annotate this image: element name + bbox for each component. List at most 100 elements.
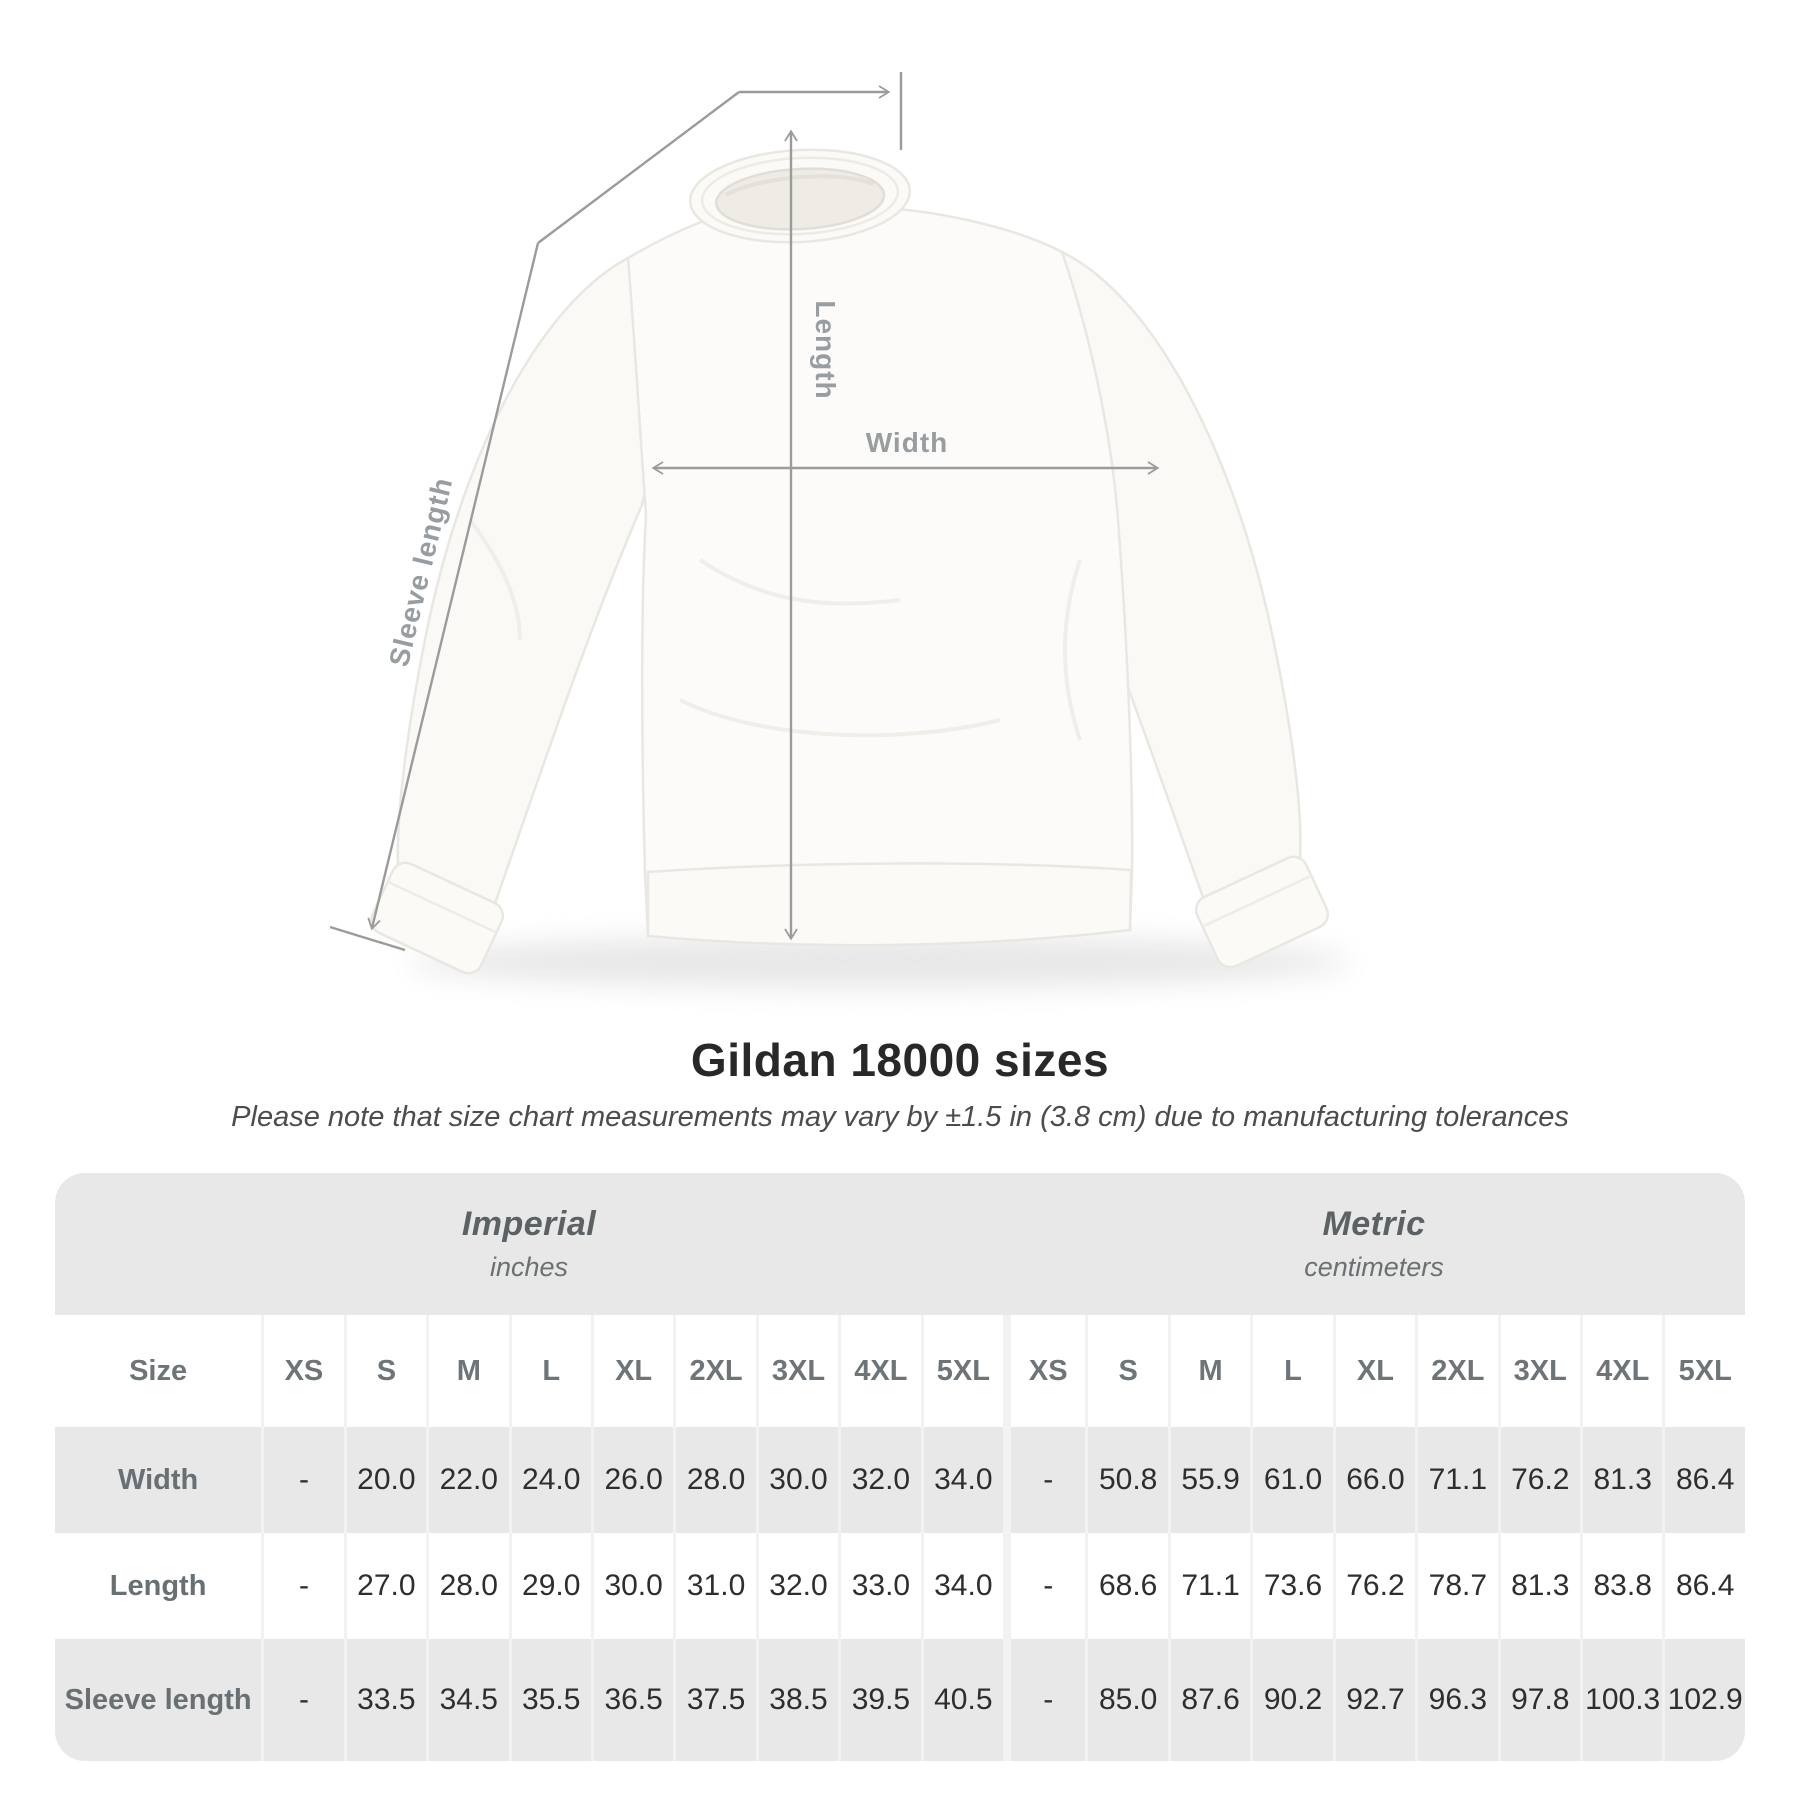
size-header-row: Size XS S M L XL 2XL 3XL 4XL 5XL XS S M L XL 2XL 3XL 4XL… [55,1315,1745,1427]
value-cell: 66.0 [1332,1427,1416,1533]
row-label: Width [55,1427,262,1533]
size-col-imperial-5xl: 5XL [920,1315,1004,1427]
size-col-metric-2xl: 2XL [1415,1315,1498,1427]
value-cell: 20.0 [343,1427,427,1533]
size-col-imperial-xl: XL [590,1315,674,1427]
value-cell: 40.5 [920,1639,1004,1761]
value-cell: 102.9 [1662,1639,1745,1761]
value-cell: 81.3 [1497,1533,1580,1639]
value-cell: 90.2 [1250,1639,1333,1761]
value-cell: 85.0 [1085,1639,1168,1761]
value-cell: 100.3 [1579,1639,1663,1761]
garment-shadow [410,936,1350,988]
value-cell: 26.0 [590,1427,674,1533]
hem-band [646,862,1133,947]
sleeve-diagonal-line [537,91,740,244]
table-row-width: Width -20.0 22.0 24.0 26.0 28.0 30.0 32.0 34.0-5… [55,1427,1745,1533]
value-cell: 55.9 [1167,1427,1251,1533]
value-cell: 32.0 [838,1427,921,1533]
size-col-metric-xs: XS [1003,1315,1086,1427]
value-cell: 39.5 [838,1639,921,1761]
value-cell: 31.0 [673,1533,756,1639]
value-cell: 35.5 [508,1639,591,1761]
metric-group-unit: centimeters [1304,1252,1444,1282]
value-cell: 83.8 [1579,1533,1663,1639]
unit-group-row: Imperial inches Metric centimeters [55,1173,1745,1315]
size-col-metric-l: L [1250,1315,1333,1427]
size-col-imperial-xs: XS [261,1315,344,1427]
value-cell: 73.6 [1250,1533,1333,1639]
left-sleeve [396,256,657,914]
value-cell: 86.4 [1662,1533,1745,1639]
size-col-imperial-l: L [508,1315,591,1427]
value-cell: 33.0 [838,1533,921,1639]
value-cell: - [1003,1639,1086,1761]
value-cell: 34.0 [920,1427,1004,1533]
torso [626,206,1134,947]
size-table-wrap: Imperial inches Metric centimeters Size … [55,1173,1745,1761]
collar [688,148,912,244]
value-cell: 97.8 [1497,1639,1580,1761]
length-dimension-label: Length [810,300,841,399]
value-cell: 28.0 [426,1533,509,1639]
value-cell: 92.7 [1332,1639,1416,1761]
value-cell: 28.0 [673,1427,756,1533]
value-cell: 29.0 [508,1533,591,1639]
size-col-imperial-m: M [426,1315,509,1427]
value-cell: - [1003,1533,1086,1639]
imperial-group-header: Imperial inches [55,1173,1004,1315]
sweatshirt-illustration [369,148,1330,975]
size-header-cell: Size [55,1315,262,1427]
value-cell: 30.0 [590,1533,674,1639]
sweatshirt-diagram-svg: Length Width Sleeve length [329,72,1350,988]
value-cell: 61.0 [1250,1427,1333,1533]
size-col-metric-3xl: 3XL [1497,1315,1580,1427]
size-col-metric-m: M [1167,1315,1251,1427]
value-cell: - [261,1427,344,1533]
value-cell: 87.6 [1167,1639,1251,1761]
size-col-imperial-4xl: 4XL [838,1315,921,1427]
value-cell: 30.0 [755,1427,839,1533]
size-col-imperial-3xl: 3XL [755,1315,839,1427]
value-cell: 50.8 [1085,1427,1168,1533]
title-block: Gildan 18000 sizes Please note that size… [0,1033,1800,1135]
metric-group-name: Metric [1322,1205,1426,1243]
table-row-length: Length -27.0 28.0 29.0 30.0 31.0 32.0 33.0 34.0-… [55,1533,1745,1639]
value-cell: 27.0 [343,1533,427,1639]
size-col-metric-5xl: 5XL [1662,1315,1745,1427]
size-table: Imperial inches Metric centimeters Size … [55,1173,1745,1761]
tolerance-note: Please note that size chart measurements… [231,1101,1569,1133]
sweatshirt-diagram: Length Width Sleeve length [329,72,1350,988]
value-cell: 34.5 [426,1639,509,1761]
value-cell: - [261,1639,344,1761]
value-cell: 76.2 [1497,1427,1580,1533]
imperial-group-name: Imperial [461,1205,597,1243]
value-cell: 71.1 [1415,1427,1498,1533]
metric-group-header: Metric centimeters [1003,1173,1745,1315]
row-label: Length [55,1533,262,1639]
value-cell: 22.0 [426,1427,509,1533]
table-row-sleeve-length: Sleeve length -33.5 34.5 35.5 36.5 37.5 38.5 39… [55,1639,1745,1761]
size-col-metric-4xl: 4XL [1579,1315,1663,1427]
value-cell: 81.3 [1579,1427,1663,1533]
size-col-metric-xl: XL [1332,1315,1416,1427]
width-dimension-label: Width [866,427,949,458]
value-cell: 37.5 [673,1639,756,1761]
value-cell: 36.5 [590,1639,674,1761]
value-cell: - [261,1533,344,1639]
size-col-imperial-s: S [343,1315,427,1427]
value-cell: 76.2 [1332,1533,1416,1639]
row-label: Sleeve length [55,1639,262,1761]
value-cell: 32.0 [755,1533,839,1639]
value-cell: 86.4 [1662,1427,1745,1533]
value-cell: 78.7 [1415,1533,1498,1639]
value-cell: 34.0 [920,1533,1004,1639]
value-cell: - [1003,1427,1086,1533]
value-cell: 96.3 [1415,1639,1498,1761]
imperial-group-unit: inches [489,1252,569,1282]
sleeve-length-line [367,242,540,931]
page-title: Gildan 18000 sizes [690,1034,1110,1086]
dimension-lines [329,72,1160,952]
size-col-metric-s: S [1085,1315,1168,1427]
